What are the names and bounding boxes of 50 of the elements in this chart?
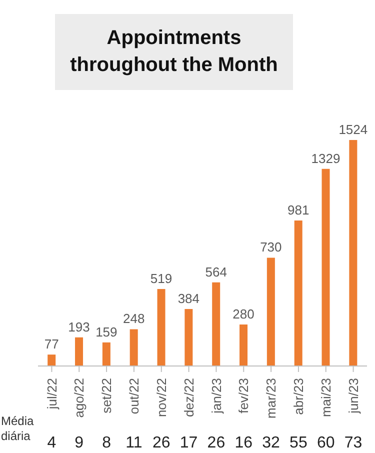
data-label: 248 bbox=[122, 311, 145, 326]
data-label: 384 bbox=[178, 291, 200, 306]
bar bbox=[48, 354, 56, 366]
bar bbox=[294, 220, 302, 366]
bar bbox=[240, 324, 248, 366]
data-label: 1524 bbox=[338, 122, 368, 137]
data-label: 77 bbox=[44, 336, 59, 352]
data-label: 564 bbox=[205, 264, 227, 280]
text: 11 bbox=[126, 434, 142, 452]
bar bbox=[212, 282, 220, 366]
text: 17 bbox=[180, 434, 198, 452]
x-tick-label: ago/22 bbox=[72, 378, 87, 418]
x-tick-label: mar/23 bbox=[264, 378, 279, 418]
chart-title: Appointments throughout the Month bbox=[55, 14, 293, 90]
bar bbox=[75, 337, 84, 366]
bar bbox=[157, 289, 166, 366]
x-tick-label: dez/22 bbox=[181, 378, 196, 418]
bar bbox=[102, 342, 110, 366]
text: Média diária bbox=[1, 414, 35, 444]
data-label: 981 bbox=[287, 202, 310, 218]
text: 73 bbox=[344, 434, 362, 452]
x-tick-label: fev/23 bbox=[236, 378, 252, 414]
data-label: 730 bbox=[260, 240, 282, 255]
bar bbox=[322, 168, 330, 366]
bar bbox=[184, 309, 193, 366]
x-tick-label: jan/23 bbox=[208, 378, 224, 414]
x-tick-label: nov/22 bbox=[154, 378, 169, 418]
data-label: 280 bbox=[232, 306, 254, 322]
x-tick-label: set/22 bbox=[99, 378, 114, 414]
bar bbox=[266, 258, 275, 366]
x-tick-label: jun/23 bbox=[346, 378, 361, 414]
data-label: 159 bbox=[96, 324, 118, 340]
data-label: 519 bbox=[150, 271, 172, 286]
text: 60 bbox=[316, 434, 335, 452]
bar bbox=[130, 329, 138, 366]
text: 26 bbox=[152, 434, 170, 452]
bar bbox=[349, 140, 358, 366]
text: 55 bbox=[290, 434, 308, 452]
text: 9 bbox=[74, 434, 84, 452]
data-label: 1329 bbox=[311, 150, 340, 166]
x-tick-label: abr/23 bbox=[291, 378, 306, 415]
x-tick-label: mai/23 bbox=[318, 378, 334, 418]
x-tick-label: out/22 bbox=[126, 378, 142, 414]
text: 26 bbox=[207, 434, 226, 452]
x-tick-label: jul/22 bbox=[44, 378, 60, 410]
text: 4 bbox=[47, 434, 56, 452]
text: 32 bbox=[262, 434, 280, 452]
text: 8 bbox=[102, 434, 112, 452]
data-label: 193 bbox=[68, 319, 90, 334]
text: 16 bbox=[234, 434, 253, 452]
